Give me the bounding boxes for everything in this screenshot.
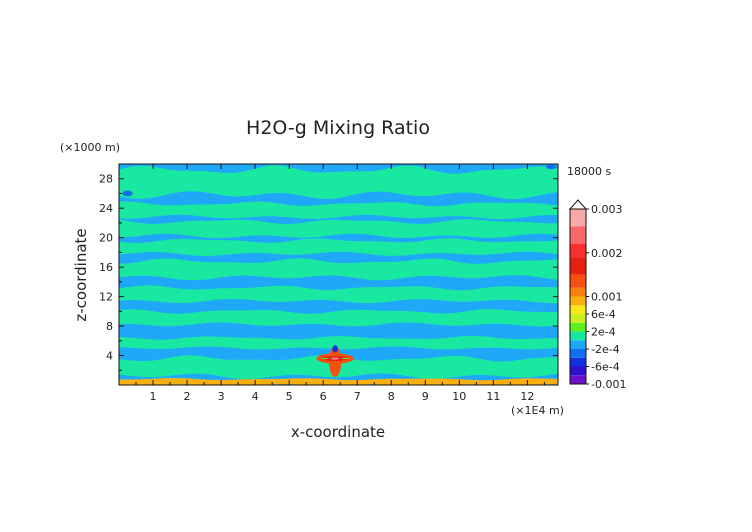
colorbar-tick-label: -0.001 <box>591 378 626 391</box>
colorbar-tick-label: 6e-4 <box>591 308 616 321</box>
contour-blob <box>331 357 340 360</box>
y-tick-label: 20 <box>99 232 113 245</box>
x-tick-label: 10 <box>452 390 466 403</box>
colorbar-swatch <box>570 226 586 244</box>
colorbar: 0.003 0.002 0.001 6e-4 2e-4 -2e-4 -6e-4 -0.001 <box>568 199 626 391</box>
x-tick-label: 8 <box>388 390 395 403</box>
colorbar-swatch <box>570 357 586 367</box>
y-tick-label: 16 <box>99 261 113 274</box>
y-tick-label: 4 <box>106 350 113 363</box>
x-tick-label: 2 <box>184 390 191 403</box>
colorbar-swatch <box>570 340 586 349</box>
x-tick-label: 1 <box>150 390 157 403</box>
colorbar-swatch <box>570 287 586 297</box>
colorbar-tick-label: -2e-4 <box>591 343 620 356</box>
colorbar-swatch <box>570 244 586 258</box>
y-tick-label: 8 <box>106 320 113 333</box>
y-axis-ticks: 4 8 12 16 20 24 28 <box>99 173 558 371</box>
contour-blob <box>320 357 329 360</box>
contour-blob <box>341 357 350 360</box>
contour-band <box>119 336 558 350</box>
colorbar-tick-label: 2e-4 <box>591 326 616 339</box>
colorbar-swatch <box>570 209 586 227</box>
colorbar-swatch <box>570 257 586 275</box>
x-tick-label: 6 <box>320 390 327 403</box>
colorbar-swatch <box>570 274 586 288</box>
contour-band <box>119 219 558 239</box>
y-tick-label: 24 <box>99 202 113 215</box>
y-tick-label: 12 <box>99 291 113 304</box>
colorbar-swatch <box>570 305 586 314</box>
x-tick-label: 11 <box>486 390 500 403</box>
colorbar-swatch <box>570 349 586 358</box>
colorbar-swatch <box>570 314 586 323</box>
y-unit-label: (×1000 m) <box>60 141 120 154</box>
contour-band <box>119 309 558 327</box>
colorbar-swatch <box>570 375 586 384</box>
x-axis-ticks: 1 2 3 4 5 6 7 8 9 10 11 12 <box>135 164 545 403</box>
contour-band <box>119 201 558 219</box>
colorbar-swatch <box>570 366 586 376</box>
colorbar-tick-label: 0.001 <box>591 291 623 304</box>
colorbar-swatch <box>570 296 586 306</box>
contour-band <box>119 238 558 256</box>
x-unit-label: (×1E4 m) <box>511 404 564 417</box>
y-axis-label: z-coordinate <box>72 228 90 321</box>
plot-frame <box>118 163 559 386</box>
colorbar-max-triangle <box>568 199 588 210</box>
chart-title: H2O-g Mixing Ratio <box>246 117 430 139</box>
time-label: 18000 s <box>567 165 611 178</box>
contour-band <box>119 378 558 385</box>
colorbar-swatch <box>570 322 586 332</box>
heatmap-field <box>119 164 558 385</box>
contour-band <box>119 165 558 200</box>
y-tick-label: 28 <box>99 173 113 186</box>
contour-blob <box>332 345 338 353</box>
x-tick-label: 4 <box>252 390 259 403</box>
contour-band <box>119 258 558 281</box>
contour-blob <box>546 164 557 170</box>
x-tick-label: 9 <box>422 390 429 403</box>
colorbar-tick-label: 0.002 <box>591 247 623 260</box>
contour-blob <box>328 345 342 377</box>
contour-band <box>119 285 558 304</box>
x-tick-label: 5 <box>286 390 293 403</box>
x-axis-label: x-coordinate <box>291 423 385 441</box>
x-tick-label: 12 <box>520 390 534 403</box>
x-tick-label: 3 <box>218 390 225 403</box>
colorbar-swatch <box>570 331 586 341</box>
colorbar-tick-label: -6e-4 <box>591 361 620 374</box>
contour-blob <box>122 190 133 197</box>
colorbar-tick-label: 0.003 <box>591 203 623 216</box>
x-tick-label: 7 <box>354 390 361 403</box>
